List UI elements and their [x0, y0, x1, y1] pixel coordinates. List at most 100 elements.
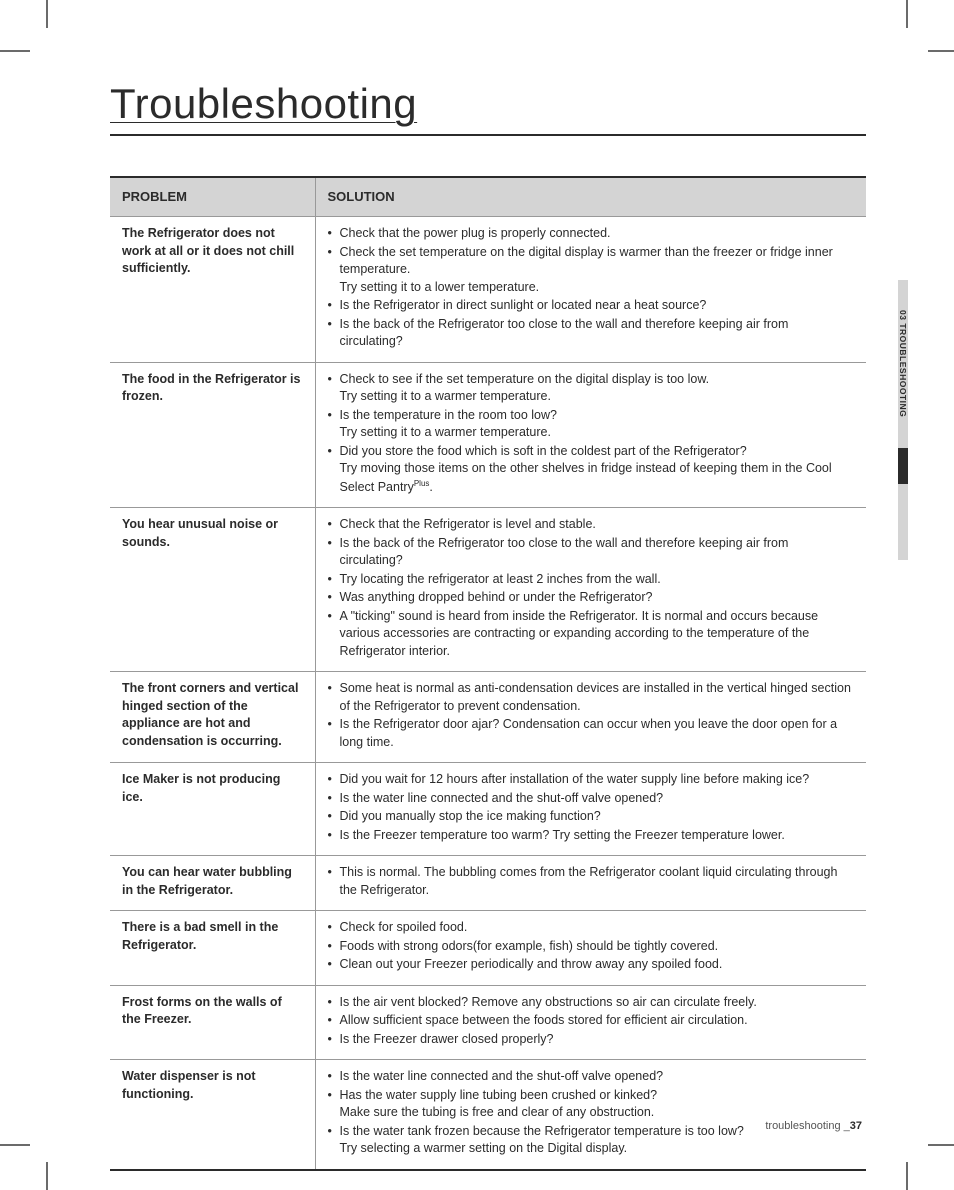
solution-item: Some heat is normal as anti-condensation…	[328, 680, 855, 715]
solution-text: Clean out your Freezer periodically and …	[340, 957, 723, 971]
solution-cell: Check that the power plug is properly co…	[315, 217, 866, 363]
col-header-problem: PROBLEM	[110, 177, 315, 217]
solution-text: Check for spoiled food.	[340, 920, 468, 934]
solution-item: Check the set temperature on the digital…	[328, 244, 855, 297]
solution-text: Is the water line connected and the shut…	[340, 791, 664, 805]
solution-text: Some heat is normal as anti-condensation…	[340, 681, 851, 713]
solution-item: Has the water supply line tubing been cr…	[328, 1087, 855, 1122]
solution-item: Foods with strong odors(for example, fis…	[328, 938, 855, 956]
solution-text: Is the air vent blocked? Remove any obst…	[340, 995, 757, 1009]
solution-list: Check that the power plug is properly co…	[328, 225, 855, 351]
solution-item: Is the back of the Refrigerator too clos…	[328, 316, 855, 351]
solution-list: Did you wait for 12 hours after installa…	[328, 771, 855, 844]
crop-mark	[46, 1162, 48, 1190]
solution-item: A "ticking" sound is heard from inside t…	[328, 608, 855, 661]
table-row: The Refrigerator does not work at all or…	[110, 217, 866, 363]
table-row: Water dispenser is not functioning. Is th…	[110, 1060, 866, 1170]
crop-mark	[906, 0, 908, 28]
table-row: You can hear water bubbling in the Refri…	[110, 856, 866, 911]
solution-item: Is the water line connected and the shut…	[328, 790, 855, 808]
table-row: The food in the Refrigerator is frozen.C…	[110, 362, 866, 508]
crop-mark	[46, 0, 48, 28]
solution-text: Is the temperature in the room too low?	[340, 408, 557, 422]
crop-mark	[0, 50, 30, 52]
solution-item: Clean out your Freezer periodically and …	[328, 956, 855, 974]
solution-cell: This is normal. The bubbling comes from …	[315, 856, 866, 911]
solution-text: Is the water tank frozen because the Ref…	[340, 1124, 744, 1138]
solution-text: Is the Freezer temperature too warm? Try…	[340, 828, 785, 842]
solution-cell: Is the water line connected and the shut…	[315, 1060, 866, 1170]
solution-item: Did you wait for 12 hours after installa…	[328, 771, 855, 789]
problem-cell: Ice Maker is not producing ice.	[110, 763, 315, 856]
solution-item: Try locating the refrigerator at least 2…	[328, 571, 855, 589]
solution-text: Check that the power plug is properly co…	[340, 226, 611, 240]
problem-cell: The Refrigerator does not work at all or…	[110, 217, 315, 363]
footer-page-number: 37	[850, 1120, 862, 1132]
solution-list: Some heat is normal as anti-condensation…	[328, 680, 855, 751]
solution-subtext: Try setting it to a lower temperature.	[340, 279, 855, 297]
solution-cell: Some heat is normal as anti-condensation…	[315, 672, 866, 763]
solution-item: Allow sufficient space between the foods…	[328, 1012, 855, 1030]
problem-cell: There is a bad smell in the Refrigerator…	[110, 911, 315, 986]
solution-text: Has the water supply line tubing been cr…	[340, 1088, 658, 1102]
problem-cell: Water dispenser is not functioning.	[110, 1060, 315, 1170]
solution-text: Is the Refrigerator in direct sunlight o…	[340, 298, 707, 312]
crop-mark	[928, 50, 954, 52]
solution-item: Check to see if the set temperature on t…	[328, 371, 855, 406]
solution-text: Did you wait for 12 hours after installa…	[340, 772, 810, 786]
table-row: There is a bad smell in the Refrigerator…	[110, 911, 866, 986]
solution-tail: .	[429, 480, 432, 494]
solution-text: Was anything dropped behind or under the…	[340, 590, 653, 604]
problem-cell: You hear unusual noise or sounds.	[110, 508, 315, 672]
solution-cell: Check that the Refrigerator is level and…	[315, 508, 866, 672]
superscript: Plus	[414, 479, 430, 488]
page-title: Troubleshooting	[110, 80, 866, 136]
solution-item: Is the water line connected and the shut…	[328, 1068, 855, 1086]
solution-text: Did you manually stop the ice making fun…	[340, 809, 601, 823]
solution-item: Is the temperature in the room too low?T…	[328, 407, 855, 442]
solution-list: Check that the Refrigerator is level and…	[328, 516, 855, 660]
solution-item: Is the Freezer temperature too warm? Try…	[328, 827, 855, 845]
solution-text: Check to see if the set temperature on t…	[340, 372, 710, 386]
crop-mark	[928, 1144, 954, 1146]
solution-text: Try locating the refrigerator at least 2…	[340, 572, 661, 586]
solution-text: Did you store the food which is soft in …	[340, 444, 747, 458]
troubleshooting-table: PROBLEM SOLUTION The Refrigerator does n…	[110, 176, 866, 1171]
solution-text: Is the Refrigerator door ajar? Condensat…	[340, 717, 838, 749]
col-header-solution: SOLUTION	[315, 177, 866, 217]
section-tab-tail	[898, 484, 908, 560]
solution-text: Is the back of the Refrigerator too clos…	[340, 536, 789, 568]
solution-item: Is the Freezer drawer closed properly?	[328, 1031, 855, 1049]
section-tab-marker	[898, 448, 908, 484]
solution-item: This is normal. The bubbling comes from …	[328, 864, 855, 899]
footer-section: troubleshooting _	[765, 1120, 849, 1132]
solution-subtext: Try selecting a warmer setting on the Di…	[340, 1140, 855, 1158]
problem-cell: The front corners and vertical hinged se…	[110, 672, 315, 763]
solution-text: This is normal. The bubbling comes from …	[340, 865, 838, 897]
solution-item: Did you store the food which is soft in …	[328, 443, 855, 497]
solution-text: A "ticking" sound is heard from inside t…	[340, 609, 819, 658]
solution-item: Did you manually stop the ice making fun…	[328, 808, 855, 826]
table-row: Frost forms on the walls of the Freezer.…	[110, 985, 866, 1060]
solution-list: Check for spoiled food. Foods with strong…	[328, 919, 855, 974]
solution-list: Is the water line connected and the shut…	[328, 1068, 855, 1158]
solution-list: Is the air vent blocked? Remove any obst…	[328, 994, 855, 1049]
solution-item: Is the air vent blocked? Remove any obst…	[328, 994, 855, 1012]
solution-text: Check that the Refrigerator is level and…	[340, 517, 596, 531]
solution-subtext: Try moving those items on the other shel…	[340, 460, 855, 496]
solution-item: Check that the Refrigerator is level and…	[328, 516, 855, 534]
table-row: You hear unusual noise or sounds. Check t…	[110, 508, 866, 672]
solution-subtext: Try setting it to a warmer temperature.	[340, 388, 855, 406]
table-row: Ice Maker is not producing ice. Did you w…	[110, 763, 866, 856]
solution-list: This is normal. The bubbling comes from …	[328, 864, 855, 899]
solution-item: Is the Refrigerator in direct sunlight o…	[328, 297, 855, 315]
solution-text: Is the Freezer drawer closed properly?	[340, 1032, 554, 1046]
section-tab-label: 03 TROUBLESHOOTING	[898, 280, 908, 448]
crop-mark	[906, 1162, 908, 1190]
page-content: Troubleshooting PROBLEM SOLUTION The Ref…	[110, 80, 866, 1171]
solution-item: Is the back of the Refrigerator too clos…	[328, 535, 855, 570]
solution-text: Allow sufficient space between the foods…	[340, 1013, 748, 1027]
problem-cell: You can hear water bubbling in the Refri…	[110, 856, 315, 911]
problem-cell: Frost forms on the walls of the Freezer.	[110, 985, 315, 1060]
solution-text: Check the set temperature on the digital…	[340, 245, 833, 277]
